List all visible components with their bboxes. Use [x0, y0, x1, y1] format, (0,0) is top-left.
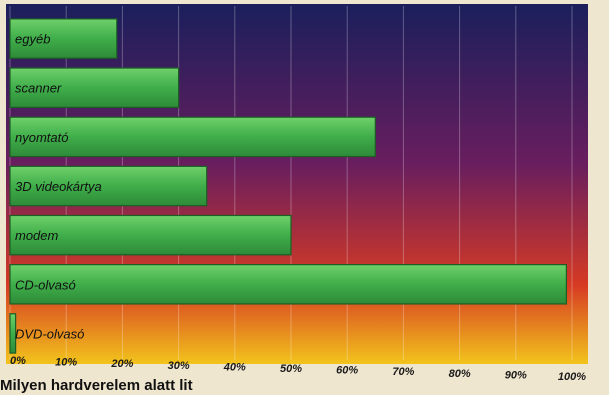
x-tick-label: 30%	[168, 360, 190, 372]
bar-6	[9, 313, 17, 354]
bar-label: modem	[15, 228, 59, 243]
bar-1	[9, 67, 180, 108]
x-tick-label: 60%	[336, 365, 358, 377]
x-tick-label: 10%	[55, 357, 77, 369]
x-tick-label: 50%	[280, 363, 302, 375]
bar-3	[9, 165, 208, 207]
bar-4	[9, 214, 292, 256]
bar-0	[9, 18, 118, 59]
bar-label: 3D videokártya	[15, 179, 102, 194]
bar-label: egyéb	[15, 32, 50, 47]
bar-label: DVD-olvasó	[15, 326, 84, 341]
x-axis-ticks: 0% 10% 20% 30% 40% 50% 60% 70% 80% 90% 100%	[10, 355, 586, 383]
x-tick-label: 40%	[223, 361, 246, 373]
figure-caption: Milyen hardverelem alatt lit	[0, 377, 193, 394]
bar-5	[9, 264, 567, 305]
bar-label: nyomtató	[15, 130, 68, 145]
x-tick-label: 100%	[558, 371, 586, 383]
x-tick-label: 90%	[505, 369, 527, 381]
x-tick-label: 70%	[392, 366, 414, 378]
bar-label: scanner	[15, 81, 62, 96]
x-tick-label: 20%	[110, 358, 133, 370]
bar-label: CD-olvasó	[15, 277, 76, 292]
x-tick-label: 0%	[10, 355, 26, 367]
bars: egyéb scanner nyomtató 3D videokártya modem C…	[9, 18, 567, 354]
x-tick-label: 80%	[449, 368, 471, 380]
bar-2	[9, 116, 376, 158]
